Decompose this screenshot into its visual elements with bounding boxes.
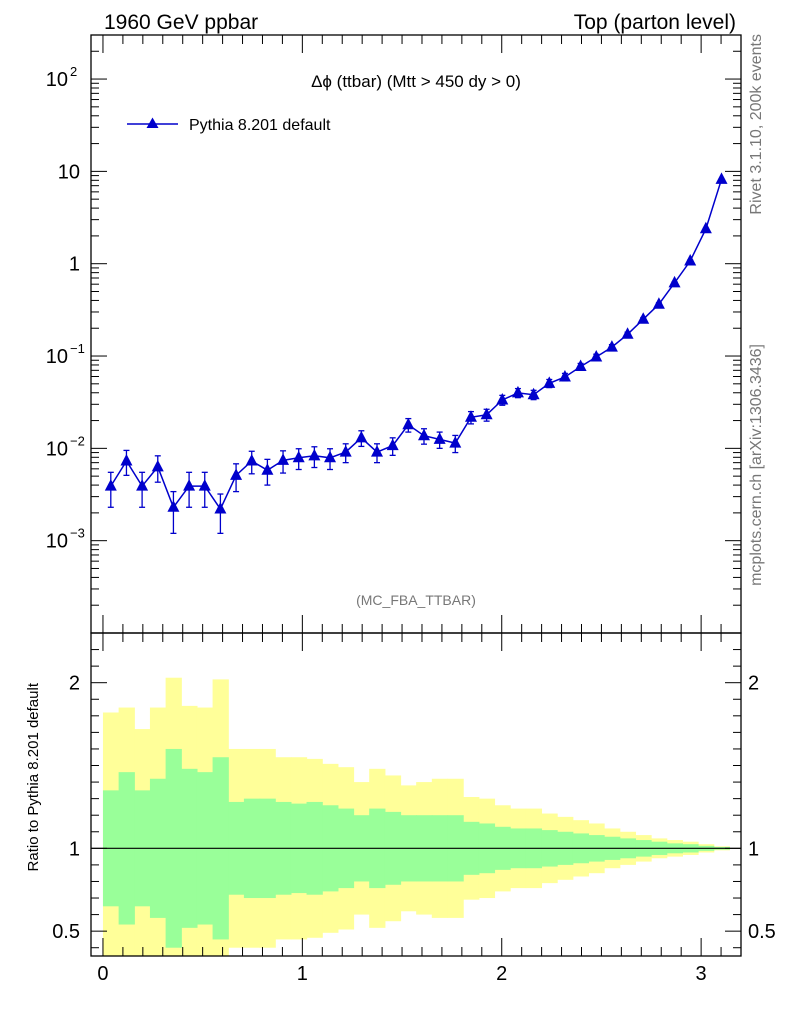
data-point-triangle [652,297,665,309]
x-axis: 0 1 2 3 [97,35,742,985]
data-point-triangle [339,445,352,457]
y-tick-label: 10 [46,346,68,368]
data-point-triangle [261,463,274,475]
ratio-bands [102,677,730,956]
y-tick-label: 1 [69,254,80,276]
data-point-triangle [590,349,603,362]
y-tick-exponent: −1 [70,341,85,356]
data-point-triangle [668,275,681,288]
data-point-triangle [183,479,196,491]
x-tick-label: 2 [496,963,507,985]
data-point-triangle [543,376,556,388]
data-point-triangle [308,448,321,461]
data-point-triangle [402,417,415,430]
header-left: 1960 GeV ppbar [104,11,258,34]
series-pythia [104,172,728,535]
data-point-triangle [136,479,149,491]
rivet-version-label: Rivet 3.1.10, 200k events [748,34,765,215]
ratio-y-tick-label-right: 1 [748,838,759,860]
y-tick-exponent: 2 [70,64,77,79]
ratio-y-tick-label: 1 [69,838,80,860]
analysis-label: (MC_FBA_TTBAR) [356,592,476,608]
data-point-triangle [120,453,133,466]
ratio-y-tick-label: 2 [69,673,80,695]
ratio-y-tick-label: 0.5 [52,921,80,943]
ratio-y-tick-label-right: 0.5 [748,921,776,943]
ratio-y-axis: 0.5 0.5 1 1 2 2 [52,649,776,949]
data-point-triangle [151,459,164,472]
y-tick-exponent: −2 [70,433,85,448]
data-point-triangle [214,502,227,514]
x-tick-label: 3 [696,963,707,985]
data-point-triangle [464,410,477,422]
data-point-triangle [417,428,430,441]
data-point-triangle [245,453,258,466]
data-point-triangle [605,340,618,352]
data-point-triangle [386,438,399,451]
plot-title: Δϕ (ttbar) (Mtt > 450 dy > 0) [311,72,521,91]
data-point-triangle [230,468,243,480]
y-tick-label: 10 [58,161,80,183]
data-point-triangle [621,327,634,339]
data-point-triangle [699,221,712,234]
data-point-triangle [527,387,540,400]
y-tick-exponent: −3 [70,526,85,541]
data-point-triangle [558,369,571,382]
y-tick-label: 10 [46,69,68,91]
data-point-triangle [715,172,728,184]
data-point-triangle [433,432,446,444]
data-point-triangle [324,450,337,463]
source-label: mcplots.cern.ch [arXiv:1306.3436] [748,344,765,586]
ratio-y-axis-title: Ratio to Pythia 8.201 default [25,682,42,871]
series-line [110,179,723,511]
header-right: Top (parton level) [574,11,736,34]
data-point-triangle [637,312,650,324]
legend-triangle-marker [146,117,159,128]
legend: Pythia 8.201 default [127,117,331,134]
data-point-triangle [104,479,117,491]
data-point-triangle [684,253,697,266]
data-point-triangle [496,392,509,405]
data-point-triangle [480,407,493,420]
data-point-triangle [292,450,305,463]
data-point-triangle [371,445,383,457]
data-point-triangle [449,436,462,448]
data-point-triangle [574,359,587,372]
ratio-y-tick-label-right: 2 [748,673,759,695]
data-point-triangle [277,453,290,465]
data-point-triangle [355,430,368,443]
data-point-triangle [198,479,211,491]
legend-entry-pythia: Pythia 8.201 default [189,117,331,134]
y-tick-label: 10 [46,438,68,460]
x-tick-label: 0 [97,963,108,985]
data-point-triangle [167,500,180,512]
ratio-plot-frame [90,632,742,957]
data-point-triangle [511,385,524,398]
y-tick-label: 10 [46,531,68,553]
x-tick-label: 1 [297,963,308,985]
